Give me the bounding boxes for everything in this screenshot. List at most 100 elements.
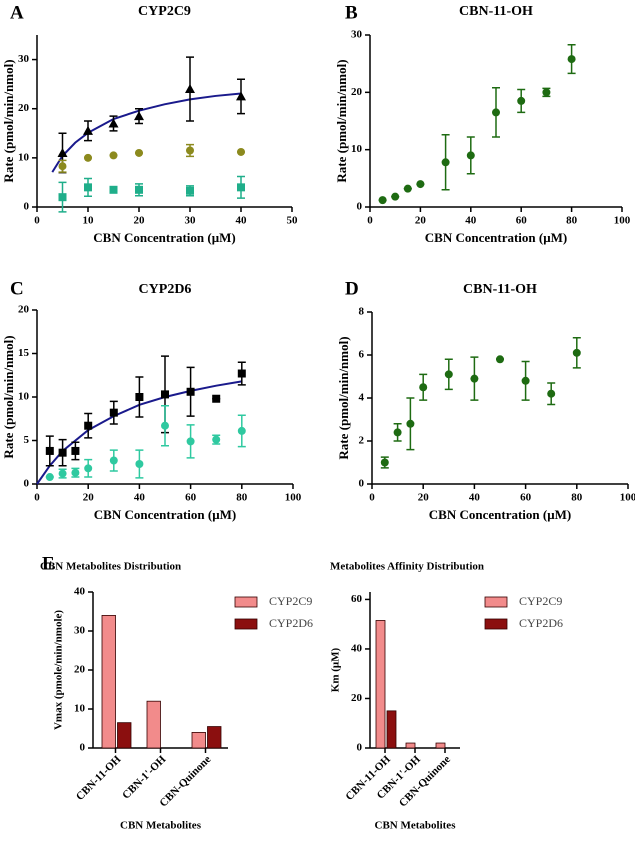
- bar: [375, 620, 386, 749]
- marker: [416, 180, 425, 189]
- y-tick-label: 0: [24, 201, 30, 213]
- legend-label: CYP2C9: [519, 594, 562, 608]
- marker: [186, 387, 195, 396]
- x-axis-label: CBN Metabolites: [375, 820, 457, 832]
- marker: [236, 91, 246, 101]
- marker: [186, 146, 194, 155]
- marker: [58, 162, 67, 171]
- marker: [109, 151, 118, 160]
- marker: [380, 458, 389, 467]
- legend-label: CYP2D6: [269, 616, 313, 630]
- legend-swatch: [234, 618, 258, 630]
- marker: [441, 158, 450, 167]
- y-tick-label: 5: [24, 434, 30, 446]
- marker: [135, 148, 143, 157]
- marker: [547, 389, 556, 398]
- y-tick-label: 30: [18, 53, 30, 65]
- marker: [521, 376, 530, 385]
- x-tick-label: 40: [236, 215, 248, 227]
- x-tick-label: 0: [369, 492, 375, 504]
- x-tick-label: CBN-11-OH: [74, 753, 124, 803]
- x-axis-label: CBN Metabolites: [120, 820, 202, 832]
- marker: [419, 383, 428, 392]
- y-tick-label: 40: [74, 586, 86, 598]
- x-tick-label: 60: [520, 492, 532, 504]
- y-tick-label: 40: [351, 642, 363, 654]
- x-tick-label: 100: [620, 492, 635, 504]
- marker: [185, 84, 195, 94]
- marker: [393, 428, 402, 437]
- y-tick-label: 0: [357, 742, 363, 754]
- y-tick-label: 4: [359, 392, 365, 404]
- y-tick-label: 30: [351, 29, 363, 41]
- legend-swatch: [484, 618, 508, 630]
- marker: [57, 147, 68, 157]
- marker: [186, 437, 195, 446]
- marker: [45, 473, 54, 482]
- chart-title: CBN-11-OH: [463, 282, 537, 297]
- marker: [444, 370, 453, 379]
- x-tick-label: 80: [571, 492, 583, 504]
- y-tick-label: 20: [351, 86, 363, 98]
- marker: [71, 468, 80, 477]
- marker: [83, 125, 93, 135]
- y-tick-label: 10: [18, 151, 30, 163]
- bar: [207, 726, 222, 749]
- x-tick-label: 20: [83, 492, 95, 504]
- marker: [58, 193, 67, 202]
- panel-letter: E: [42, 553, 55, 574]
- marker: [378, 196, 387, 205]
- marker: [212, 435, 221, 444]
- bar: [146, 700, 161, 749]
- bar: [386, 710, 397, 749]
- chart-title: CBN Metabolites Distribution: [40, 561, 181, 573]
- y-tick-label: 8: [359, 306, 365, 318]
- x-axis-label: CBN Concentration (μM): [425, 230, 567, 245]
- marker: [567, 55, 576, 64]
- x-tick-label: 60: [516, 215, 528, 227]
- x-tick-label: 50: [287, 215, 299, 227]
- marker: [84, 421, 93, 430]
- y-axis-label: Rate (pmol/min/nmol): [1, 59, 16, 182]
- marker: [71, 446, 80, 455]
- x-tick-label: 0: [34, 215, 40, 227]
- x-tick-label: 20: [134, 215, 146, 227]
- marker: [391, 192, 400, 201]
- marker: [237, 183, 245, 192]
- bar: [101, 615, 116, 749]
- y-axis-label: Rate (pmol/min/nmol): [334, 59, 349, 182]
- marker: [84, 153, 92, 162]
- x-tick-label: 40: [134, 492, 146, 504]
- y-tick-label: 0: [359, 478, 365, 490]
- x-tick-label: 0: [367, 215, 373, 227]
- y-tick-label: 2: [359, 435, 365, 447]
- marker: [237, 426, 246, 435]
- marker: [109, 185, 118, 194]
- x-tick-label: 0: [34, 492, 40, 504]
- legend-swatch: [484, 596, 508, 608]
- marker: [84, 183, 92, 192]
- y-axis-label: Vmax (pmole/min/nmole): [53, 610, 65, 730]
- x-tick-label: 10: [83, 215, 95, 227]
- marker: [237, 147, 245, 156]
- marker: [135, 459, 144, 468]
- y-tick-label: 10: [351, 143, 363, 155]
- y-tick-label: 20: [351, 692, 363, 704]
- marker: [134, 111, 144, 121]
- bar: [117, 722, 132, 749]
- y-tick-label: 10: [18, 391, 30, 403]
- marker: [135, 185, 143, 194]
- marker: [109, 408, 118, 417]
- marker: [406, 419, 415, 428]
- x-tick-label: 80: [566, 215, 578, 227]
- x-tick-label: 100: [285, 492, 302, 504]
- chart-title: CYP2C9: [138, 4, 191, 19]
- x-tick-label: 60: [185, 492, 197, 504]
- panel-letter: D: [345, 278, 359, 299]
- marker: [186, 186, 194, 195]
- legend-swatch: [234, 596, 258, 608]
- marker: [572, 348, 581, 357]
- chart-title: CYP2D6: [139, 282, 192, 297]
- y-tick-label: 15: [18, 347, 30, 359]
